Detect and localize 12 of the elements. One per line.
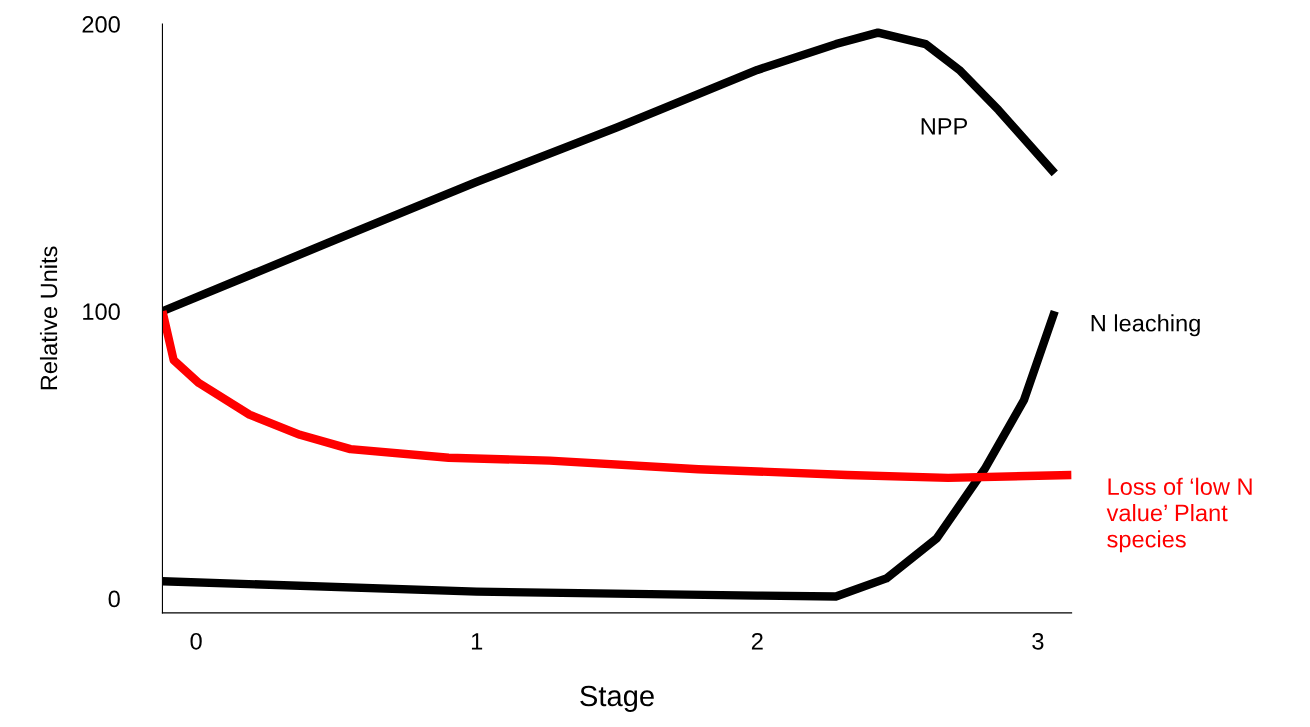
y-tick-label: 0 xyxy=(108,590,120,608)
series-label: N leaching xyxy=(1091,314,1200,337)
y-axis-title: Relative Units xyxy=(39,246,58,390)
x-axis-title: Stage xyxy=(580,685,654,713)
x-tick-label: 3 xyxy=(1032,632,1044,650)
y-tick-label: 200 xyxy=(82,16,120,33)
x-tick-label: 2 xyxy=(751,632,763,650)
series-label: NPP xyxy=(921,118,968,135)
series-label: Loss of ‘low N value’ Plant species xyxy=(1106,477,1252,553)
y-tick-label: 100 xyxy=(83,303,120,321)
x-tick-label: 1 xyxy=(471,633,483,650)
x-tick-label: 0 xyxy=(190,632,202,650)
